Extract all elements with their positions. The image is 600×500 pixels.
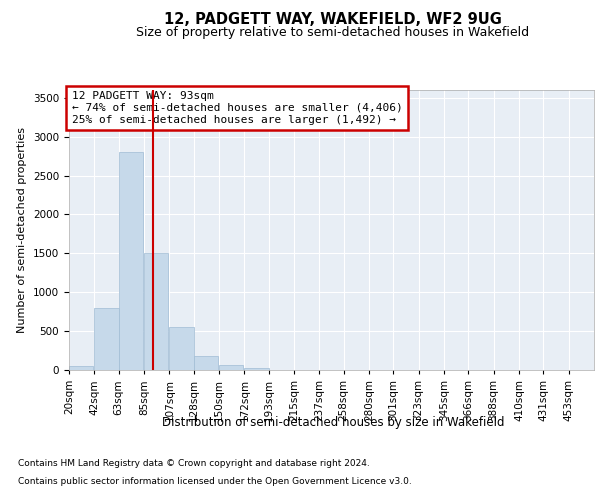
Text: 12 PADGETT WAY: 93sqm
← 74% of semi-detached houses are smaller (4,406)
25% of s: 12 PADGETT WAY: 93sqm ← 74% of semi-deta… xyxy=(71,92,403,124)
Bar xyxy=(219,366,244,370)
Bar xyxy=(94,308,119,370)
Y-axis label: Number of semi-detached properties: Number of semi-detached properties xyxy=(17,127,28,333)
Bar xyxy=(169,327,194,370)
Text: Size of property relative to semi-detached houses in Wakefield: Size of property relative to semi-detach… xyxy=(136,26,530,39)
Bar xyxy=(144,254,169,370)
Bar xyxy=(69,366,94,370)
Bar xyxy=(244,368,269,370)
Bar xyxy=(194,356,218,370)
Bar xyxy=(119,152,143,370)
Text: 12, PADGETT WAY, WAKEFIELD, WF2 9UG: 12, PADGETT WAY, WAKEFIELD, WF2 9UG xyxy=(164,12,502,28)
Text: Contains HM Land Registry data © Crown copyright and database right 2024.: Contains HM Land Registry data © Crown c… xyxy=(18,460,370,468)
Text: Distribution of semi-detached houses by size in Wakefield: Distribution of semi-detached houses by … xyxy=(162,416,504,429)
Text: Contains public sector information licensed under the Open Government Licence v3: Contains public sector information licen… xyxy=(18,476,412,486)
